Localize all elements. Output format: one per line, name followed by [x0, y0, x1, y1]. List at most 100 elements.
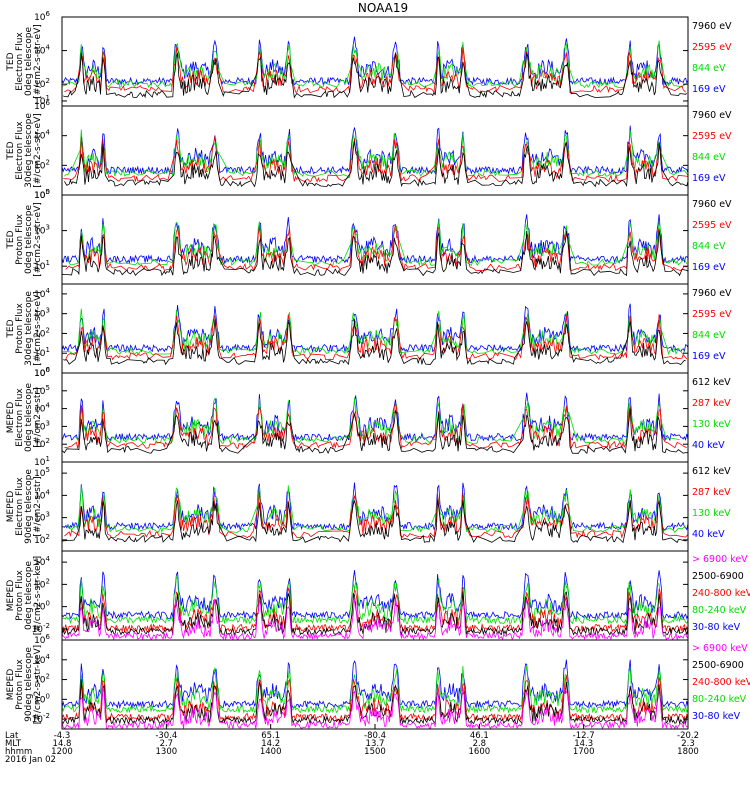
legend-entry: > 6900 keV — [692, 554, 748, 565]
y-tick-exponent: 4 — [46, 488, 51, 496]
y-tick-label: 104 — [34, 555, 50, 568]
y-tick-base: 10 — [34, 676, 46, 686]
series-green-line — [62, 40, 688, 89]
y-tick-exponent: 3 — [46, 224, 50, 232]
y-label-line: Proton Flux — [15, 214, 25, 265]
x-tick-label: 1700 — [573, 747, 595, 757]
y-tick-label: 100 — [34, 600, 50, 613]
y-tick-base: 10 — [32, 625, 44, 635]
y-tick-base: 10 — [32, 715, 44, 725]
y-tick-base: 10 — [34, 636, 46, 646]
x-tick-label: 1600 — [469, 747, 491, 757]
y-tick-exponent: 3 — [46, 419, 50, 427]
y-label-line: [#/cm2-s-str] — [33, 476, 43, 536]
y-tick-base: 10 — [34, 422, 46, 432]
y-tick-exponent: 2 — [46, 158, 50, 166]
x-tick-label: 2.7 — [160, 739, 174, 749]
legend-entry: 2500-6900 — [692, 571, 744, 582]
y-tick-exponent: 4 — [46, 555, 51, 563]
y-tick-label: 101 — [34, 259, 50, 272]
y-tick-base: 10 — [34, 132, 46, 142]
y-tick-label: 104 — [34, 129, 50, 142]
x-tick-label: 2.3 — [681, 739, 695, 749]
y-label-line: Electron Flux — [15, 477, 25, 536]
y-label-line: [#/cm2-s-str-eV] — [33, 202, 43, 277]
y-tick-label: 101 — [34, 94, 50, 107]
y-tick-exponent: -2 — [43, 712, 50, 720]
y-tick-base: 10 — [34, 536, 46, 546]
x-tick-label: -4.3 — [54, 731, 71, 741]
y-tick-base: 10 — [34, 191, 46, 201]
y-tick-label: 102 — [34, 158, 50, 171]
series-red-line — [63, 136, 688, 183]
panel-7-frame — [61, 550, 689, 641]
y-label-line: 30deg telescope — [24, 113, 34, 188]
x-tick-label: 1200 — [51, 747, 73, 757]
legend-entry: 80-240 keV — [692, 605, 747, 616]
y-tick-label: 10-2 — [32, 712, 50, 725]
y-tick-base: 10 — [34, 695, 46, 705]
y-tick-base: 10 — [34, 227, 46, 237]
y-label-line: 0deg telescope — [24, 561, 34, 631]
x-tick-label: 46.1 — [470, 731, 489, 741]
legend-entry: 2595 eV — [692, 309, 732, 320]
y-tick-base: 10 — [34, 191, 46, 201]
legend-entry: 7960 eV — [692, 288, 732, 299]
y-tick-base: 10 — [34, 369, 46, 379]
series-blue-line — [62, 303, 688, 354]
y-tick-base: 10 — [34, 47, 46, 57]
y-label-line: 0deg telescope — [24, 383, 34, 453]
series-green-line — [62, 308, 685, 356]
y-tick-label: 105 — [34, 384, 50, 397]
series-blue-line — [62, 659, 688, 710]
panel-2-traces — [62, 125, 688, 188]
series-blue-line — [62, 36, 688, 87]
x-tick-label: 14.3 — [574, 739, 593, 749]
panel-5-y-label: MEPEDElectron Flux0deg telescope[#/cm2-s… — [6, 383, 43, 453]
series-green-line — [62, 576, 688, 625]
legend-entry: 287 keV — [692, 487, 731, 498]
panel-2-y-label: TEDElectron Flux30deg telescope[#/cm2-s-… — [6, 113, 43, 188]
x-tick-label: 1400 — [260, 747, 282, 757]
y-label-line: Electron Flux — [15, 121, 25, 180]
legend-entry: 80-240 keV — [692, 694, 747, 705]
panel-3-traces — [62, 214, 688, 277]
panel-8-y-label: MEPEDProton Flux90deg telescope[#/cm2-s-… — [6, 645, 43, 724]
y-tick-label: 104 — [34, 402, 50, 415]
y-label-line: 90deg telescope — [24, 647, 34, 722]
y-tick-base: 10 — [34, 310, 46, 320]
y-label-line: 90deg telescope — [24, 469, 34, 544]
legend-entry: 844 eV — [692, 241, 726, 252]
x-tick-label: -12.7 — [573, 731, 595, 741]
y-tick-label: 101 — [34, 346, 50, 359]
legend-entry: 7960 eV — [692, 21, 732, 32]
figure-title: NOAA19 — [358, 1, 408, 15]
y-tick-base: 10 — [34, 97, 46, 107]
x-tick-label: 2.8 — [473, 739, 487, 749]
y-label-line: TED — [6, 230, 16, 249]
y-tick-label: 104 — [34, 653, 50, 666]
y-tick-base: 10 — [34, 102, 46, 112]
series-red-line — [64, 491, 688, 539]
legend-entry: 612 keV — [692, 466, 731, 477]
y-label-line: Proton Flux — [15, 570, 25, 621]
y-tick-exponent: 1 — [46, 346, 50, 354]
y-tick-exponent: 6 — [46, 10, 51, 18]
panel-4-traces — [62, 303, 688, 366]
series-blue-line — [62, 482, 688, 532]
panel-1-y-label: TEDElectron Flux0deg telescope[#/cm2-s-s… — [6, 24, 43, 99]
y-label-line: [#/cm2-s-str-keV] — [33, 556, 43, 635]
legend-entry: 30-80 keV — [692, 711, 741, 722]
x-tick-label: 13.7 — [366, 739, 385, 749]
legend-entry: 169 eV — [692, 351, 726, 362]
y-tick-base: 10 — [34, 387, 46, 397]
y-tick-label: 100 — [34, 188, 50, 201]
series-blue-line — [62, 392, 688, 442]
x-tick-label: -80.4 — [364, 731, 386, 741]
y-tick-exponent: 2 — [46, 577, 50, 585]
